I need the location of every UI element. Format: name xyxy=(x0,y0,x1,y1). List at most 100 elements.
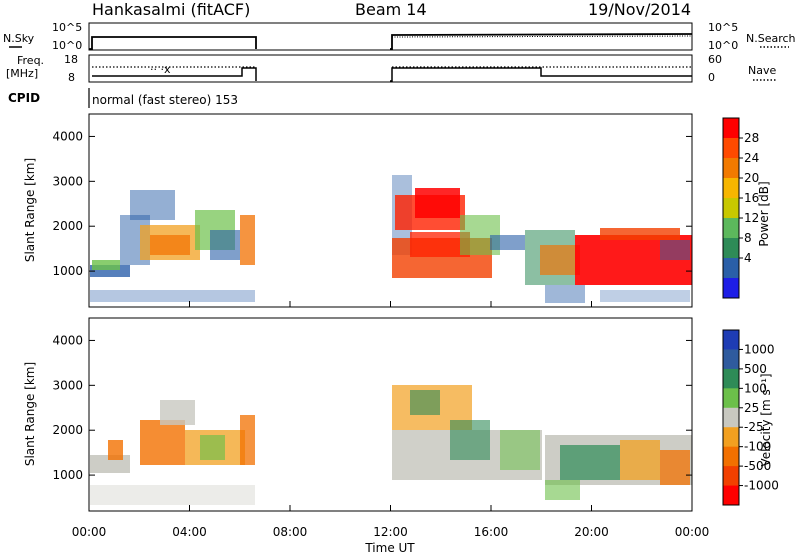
colorbar-segment xyxy=(723,158,739,179)
colorbar-segment xyxy=(723,407,739,428)
velocity-colorbar: 1000 500 100 25 -25 -100 -500 -1000 xyxy=(722,329,779,506)
x-tick-label: 20:00 xyxy=(574,525,609,539)
nsearch-label: N.Search xyxy=(746,32,796,45)
power-ylabel: Slant Range [km] xyxy=(23,158,37,262)
colorbar-tick-label: 1000 xyxy=(744,342,775,356)
y-tick-label: 3000 xyxy=(52,378,83,392)
power-patch xyxy=(210,230,240,260)
y-tick-label: 2000 xyxy=(52,423,83,437)
colorbar-segment xyxy=(723,138,739,159)
axis-ticks: 00:00 04:00 08:00 12:00 16:00 20:00 00:00 4000 3… xyxy=(52,129,709,539)
colorbar-segment xyxy=(723,278,739,299)
x-tick-label: 04:00 xyxy=(172,525,207,539)
nave-tick-bottom: 0 xyxy=(708,71,715,84)
velocity-patches xyxy=(90,385,692,505)
x-tick-label: 00:00 xyxy=(72,525,107,539)
beam-title: Beam 14 xyxy=(355,0,427,19)
colorbar-segment xyxy=(723,238,739,259)
noise-tick-top: 10^5 xyxy=(52,21,82,34)
freq-tick-bottom: 8 xyxy=(68,71,75,84)
x-tick-label: 08:00 xyxy=(273,525,308,539)
velocity-patch xyxy=(200,435,225,460)
colorbar-segment xyxy=(723,349,739,370)
nave-tick-top: 60 xyxy=(708,53,722,66)
velocity-patch xyxy=(500,430,540,470)
x-tick-label: 16:00 xyxy=(474,525,509,539)
y-tick-label: 4000 xyxy=(52,129,83,143)
colorbar-segment xyxy=(723,258,739,279)
freq-panel xyxy=(88,54,693,83)
x-tick-label: 12:00 xyxy=(373,525,408,539)
noise-tick-bottom: 10^0 xyxy=(52,39,82,52)
nsearch-trace xyxy=(391,35,693,38)
x-tick-label: 00:00 xyxy=(675,525,710,539)
velocity-patch xyxy=(620,440,660,480)
colorbar-tick-label: 24 xyxy=(744,151,759,165)
colorbar-tick-label: 100 xyxy=(744,381,767,395)
velocity-patch xyxy=(560,445,620,480)
colorbar-tick-label: -1000 xyxy=(744,479,779,493)
power-colorbar: 28 24 20 16 12 8 4 xyxy=(722,117,759,299)
power-patch xyxy=(130,190,175,220)
noise-tick-bottom-right: 10^0 xyxy=(708,39,738,52)
colorbar-segment xyxy=(723,427,739,448)
velocity-panel xyxy=(88,317,693,512)
colorbar-tick-label: 28 xyxy=(744,131,759,145)
y-tick-label: 2000 xyxy=(52,219,83,233)
power-patch xyxy=(490,235,525,250)
power-patch xyxy=(545,285,585,303)
freq-label: Freq. xyxy=(17,54,44,67)
colorbar-tick-label: 20 xyxy=(744,171,759,185)
power-patches xyxy=(90,175,692,303)
velocity-ylabel: Slant Range [km] xyxy=(23,362,37,466)
colorbar-segment xyxy=(723,388,739,409)
colorbar-segment xyxy=(723,178,739,199)
xlabel: Time UT xyxy=(364,541,415,554)
y-tick-label: 1000 xyxy=(52,468,83,482)
colorbar-tick-label: -25 xyxy=(744,420,764,434)
velocity-patch xyxy=(90,485,255,505)
nsky-label: N.Sky xyxy=(3,32,35,45)
colorbar-tick-label: -100 xyxy=(744,440,771,454)
power-patch xyxy=(150,235,190,255)
colorbar-tick-label: 500 xyxy=(744,362,767,376)
power-panel xyxy=(88,113,693,308)
freq-marks: ·· ·x xyxy=(150,63,171,76)
cpid-value: normal (fast stereo) 153 xyxy=(92,93,238,107)
power-patch xyxy=(660,240,690,260)
velocity-patch xyxy=(410,390,440,415)
power-patch xyxy=(540,245,580,275)
power-patch xyxy=(90,290,255,302)
nave-label: Nave xyxy=(748,64,776,77)
velocity-patch xyxy=(240,415,255,465)
colorbar-segment xyxy=(723,218,739,239)
colorbar-tick-label: 16 xyxy=(744,191,759,205)
velocity-patch xyxy=(450,420,490,460)
colorbar-segment xyxy=(723,198,739,219)
power-patch xyxy=(92,260,120,270)
freq-unit-label: [MHz] xyxy=(6,67,38,80)
colorbar-frame xyxy=(722,329,740,506)
velocity-colorbar-label: Velocity [m s⁻¹] xyxy=(759,373,773,466)
colorbar-segment xyxy=(723,446,739,467)
colorbar-segment xyxy=(723,368,739,389)
velocity-patch xyxy=(108,440,123,460)
velocity-patch xyxy=(140,420,185,465)
station-title: Hankasalmi (fitACF) xyxy=(92,0,250,19)
colorbar-frame xyxy=(722,117,740,299)
colorbar-tick-label: -500 xyxy=(744,459,771,473)
nsky-trace xyxy=(89,33,693,50)
freq-tick-top: 18 xyxy=(64,53,78,66)
power-colorbar-label: Power [dB] xyxy=(757,181,771,246)
y-tick-label: 1000 xyxy=(52,264,83,278)
date-title: 19/Nov/2014 xyxy=(588,0,691,19)
colorbar-segment xyxy=(723,118,739,139)
velocity-patch xyxy=(545,480,580,500)
colorbar-tick-label: 8 xyxy=(744,231,752,245)
noise-tick-top-right: 10^5 xyxy=(708,21,738,34)
power-patch xyxy=(240,215,255,265)
y-tick-label: 4000 xyxy=(52,333,83,347)
power-patch xyxy=(600,290,690,302)
cpid-label: CPID xyxy=(8,91,40,105)
